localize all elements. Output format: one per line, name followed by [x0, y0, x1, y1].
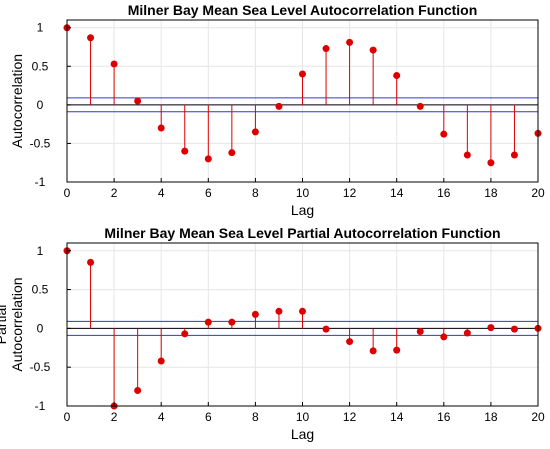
stem-marker: [440, 130, 448, 138]
stem-marker: [369, 347, 377, 355]
y-tick-label: 1: [37, 244, 44, 258]
x-tick-label: 8: [252, 410, 259, 424]
y-axis-label: Autocorrelation: [9, 54, 25, 148]
x-tick-label: 20: [531, 186, 545, 200]
stem-marker: [181, 147, 189, 155]
stem-marker: [416, 327, 424, 335]
stem-marker: [510, 325, 518, 333]
stem-marker: [487, 324, 495, 332]
x-tick-label: 6: [205, 410, 212, 424]
stem-marker: [181, 330, 189, 338]
x-tick-label: 10: [296, 410, 310, 424]
y-tick-label: -0.5: [30, 136, 51, 150]
y-axis-label: Autocorrelation: [9, 277, 25, 371]
stem-marker: [251, 128, 259, 136]
y-tick-label: -0.5: [30, 360, 51, 374]
x-tick-label: 16: [437, 186, 451, 200]
x-tick-label: 6: [205, 186, 212, 200]
stem-marker: [510, 151, 518, 159]
stem-marker: [204, 155, 212, 163]
stem-marker: [157, 124, 165, 132]
stem-marker: [463, 329, 471, 337]
stem-marker: [393, 72, 401, 80]
chart-2: 0 2 4 6 8 10 12 14 16 18 20 -1 -0.5 0 0.5 1 Milner Bay M…: [0, 225, 545, 442]
y-axis-label: Partial: [0, 305, 9, 345]
chart-title: Milner Bay Mean Sea Level Autocorrelatio…: [128, 2, 478, 18]
chart-title: Milner Bay Mean Sea Level Partial Autoco…: [104, 225, 500, 241]
stem-marker: [204, 318, 212, 326]
stem-marker: [228, 149, 236, 157]
x-tick-label: 2: [111, 410, 118, 424]
stem-marker: [463, 151, 471, 159]
stem-marker: [275, 307, 283, 315]
stem-marker: [346, 38, 354, 46]
stem-marker: [346, 338, 354, 346]
y-tick-label: -1: [35, 175, 46, 189]
stem-marker: [134, 97, 142, 105]
stem-marker: [299, 307, 306, 315]
stem-marker: [87, 34, 95, 42]
x-tick-label: 14: [390, 186, 404, 200]
x-axis-label: Lag: [291, 202, 314, 218]
x-tick-label: 0: [64, 410, 71, 424]
stem-marker: [487, 159, 495, 167]
stem-marker: [134, 386, 142, 394]
chart-1: 0 2 4 6 8 10 12 14 16 18 20 -1 -0.5 0 0.5 1 Milner Bay M…: [9, 2, 545, 218]
x-tick-label: 18: [484, 186, 498, 200]
x-tick-label: 4: [158, 410, 165, 424]
x-tick-label: 18: [484, 410, 498, 424]
stem-marker: [416, 102, 424, 110]
stem-marker: [322, 325, 330, 333]
y-tick-label: 1: [37, 21, 44, 35]
stem-marker: [322, 45, 330, 53]
x-tick-label: 20: [531, 410, 545, 424]
x-tick-label: 0: [64, 186, 71, 200]
x-tick-label: 16: [437, 410, 451, 424]
stem-marker: [299, 70, 306, 78]
y-tick-label: 0.5: [32, 283, 49, 297]
stem-marker: [251, 310, 259, 318]
x-tick-label: 8: [252, 186, 259, 200]
stem-marker: [393, 346, 401, 354]
stem-marker: [228, 318, 236, 326]
y-tick-label: 0: [37, 321, 44, 335]
stem-marker: [275, 102, 283, 110]
x-tick-label: 10: [296, 186, 310, 200]
x-tick-label: 4: [158, 186, 165, 200]
stem-marker: [157, 357, 165, 365]
stem-marker: [87, 258, 95, 266]
x-axis-label: Lag: [291, 426, 314, 442]
x-tick-label: 12: [343, 186, 357, 200]
y-tick-label: 0.5: [32, 59, 49, 73]
x-tick-label: 2: [111, 186, 118, 200]
stem-marker: [369, 46, 377, 54]
y-tick-label: -1: [35, 399, 46, 413]
stem-marker: [440, 333, 448, 341]
x-tick-label: 14: [390, 410, 404, 424]
stem-marker: [110, 60, 118, 68]
y-tick-label: 0: [37, 98, 44, 112]
x-tick-label: 12: [343, 410, 357, 424]
